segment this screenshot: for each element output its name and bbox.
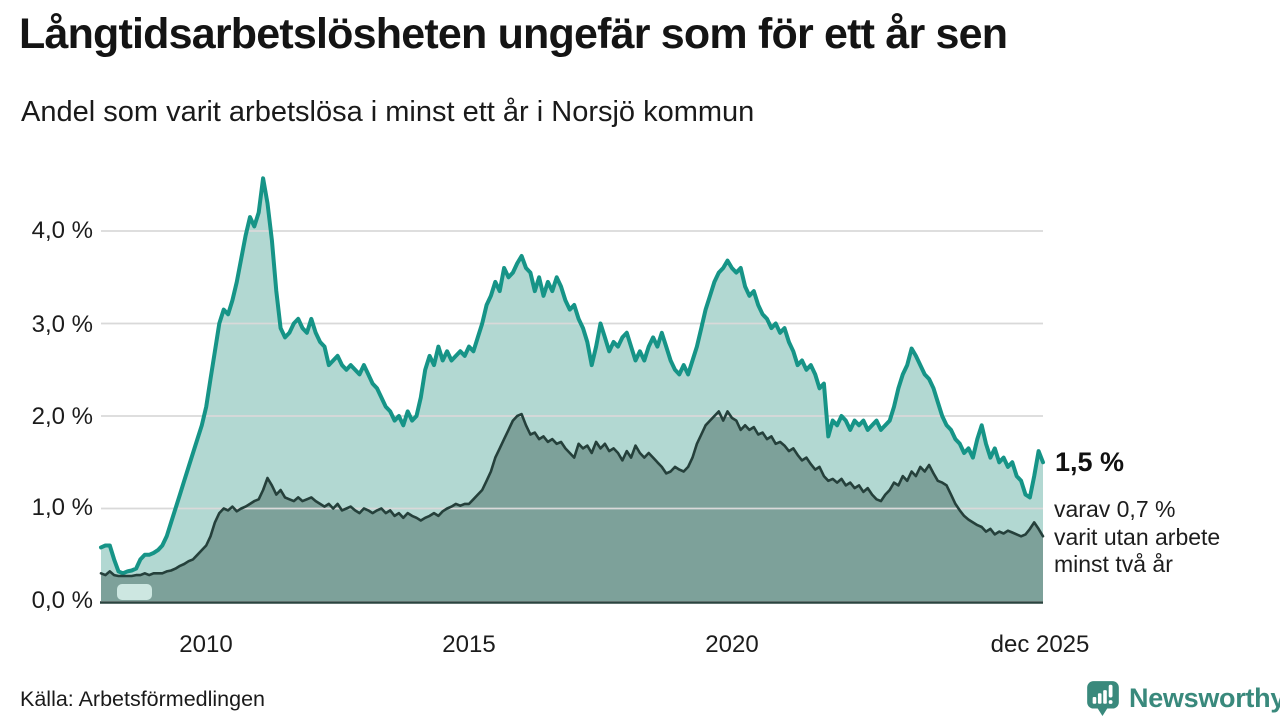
y-axis-label-3: 3,0 %	[31, 311, 93, 338]
x-axis-label-dec-2025: dec 2025	[990, 631, 1090, 658]
area-fill-minst-tva-ar	[101, 411, 1043, 601]
page-subtitle: Andel som varit arbetslösa i minst ett å…	[21, 96, 755, 128]
page-title: Långtidsarbetslösheten ungefär som för e…	[19, 10, 1008, 58]
note-line-1: varav 0,7 %	[1054, 496, 1176, 522]
newsworthy-speech-bubble-icon	[1087, 681, 1119, 716]
source-credit: Källa: Arbetsförmedlingen	[20, 687, 266, 711]
note-line-3: minst två år	[1054, 551, 1173, 577]
brand-logo: Newsworthy	[1084, 679, 1280, 717]
y-axis-label-4: 4,0 %	[31, 217, 93, 244]
x-axis-label-2015: 2015	[442, 631, 496, 658]
y-axis-label-1: 1,0 %	[31, 494, 93, 521]
x-axis-label-2020: 2020	[705, 631, 759, 658]
x-axis-label-2010: 2010	[179, 631, 233, 658]
y-axis-label-0: 0,0 %	[31, 587, 93, 614]
note-line-2: varit utan arbete	[1054, 523, 1221, 550]
no-data-patch	[117, 584, 152, 600]
line-minst-ett-ar	[99, 176, 1045, 576]
latest-value-note: varav 0,7 % varit utan arbete minst två …	[1054, 496, 1220, 579]
latest-value-label: 1,5 %	[1055, 447, 1125, 477]
y-axis-label-2: 2,0 %	[31, 403, 93, 430]
line-minst-tva-ar	[99, 410, 1045, 578]
brand-name: Newsworthy	[1129, 682, 1280, 713]
